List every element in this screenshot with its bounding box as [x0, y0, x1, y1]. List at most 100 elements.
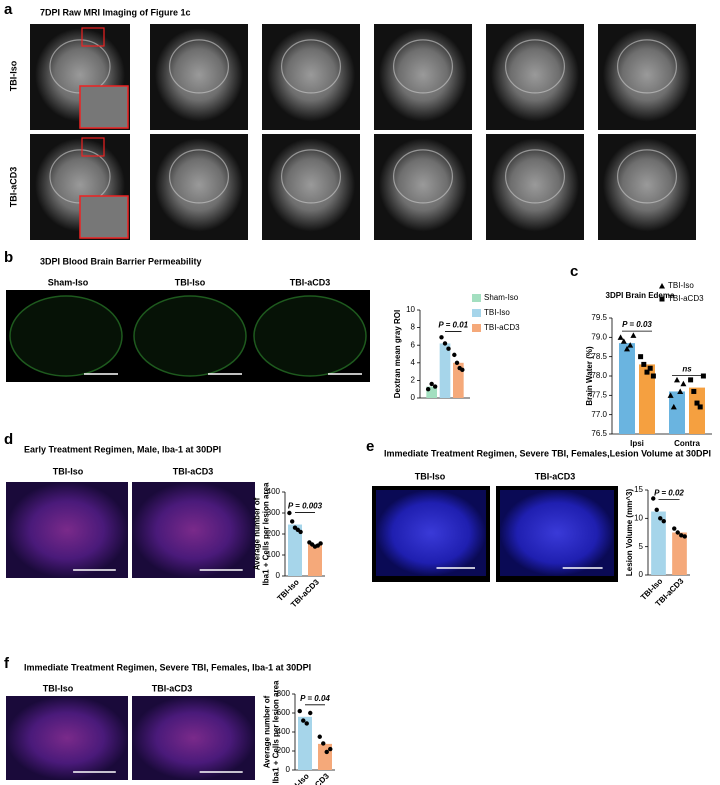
legend-label: TBI-Iso — [668, 281, 694, 290]
y-tick-label: 10 — [634, 513, 643, 522]
data-point — [442, 341, 448, 346]
brain — [266, 28, 356, 122]
inset-box — [81, 137, 105, 157]
brain — [154, 138, 244, 232]
y-tick-label: 400 — [277, 727, 291, 736]
data-point — [452, 352, 457, 358]
data-point — [624, 345, 630, 352]
panel-label: c — [570, 263, 578, 280]
bar — [308, 544, 322, 576]
data-point — [667, 392, 674, 398]
panel-label: f — [4, 655, 10, 672]
data-point — [324, 749, 329, 755]
y-axis-label: Average number of — [263, 695, 272, 768]
bar — [619, 343, 635, 434]
data-point — [328, 746, 333, 752]
bar — [639, 364, 655, 434]
image-label: TBI-Iso — [415, 471, 446, 481]
y-tick-label: 77.5 — [591, 390, 607, 399]
significance-label: P = 0.02 — [654, 489, 684, 498]
y-tick-label: 78.0 — [591, 371, 607, 380]
image-label: TBI-aCD3 — [290, 277, 331, 287]
brain-inner — [169, 149, 230, 204]
data-point — [308, 710, 313, 716]
y-axis-label: Iba1 + Cells per lesion area — [262, 482, 271, 585]
y-tick-label: 0 — [411, 393, 416, 402]
brain — [602, 138, 692, 232]
brain-inner — [393, 149, 454, 204]
bar — [651, 511, 666, 575]
brain-inner — [393, 39, 454, 94]
x-tick-label: Ipsi — [630, 439, 644, 448]
bar — [672, 532, 687, 575]
data-point — [301, 718, 306, 723]
data-point — [682, 534, 687, 539]
data-point — [680, 380, 687, 387]
brain-inner — [281, 149, 342, 204]
brain — [266, 138, 356, 232]
data-point — [439, 335, 444, 340]
microscopy-image — [132, 482, 255, 578]
bar — [689, 387, 705, 434]
y-tick-label: 6 — [411, 340, 416, 349]
microscopy-image — [6, 482, 128, 578]
significance-label: P = 0.04 — [300, 694, 330, 703]
microscopy-image — [132, 696, 255, 780]
panel-label: a — [4, 1, 13, 18]
brain-inner — [505, 39, 566, 94]
brain — [378, 28, 468, 122]
legend-swatch — [472, 294, 481, 302]
brain-inner — [616, 149, 677, 204]
image-label: TBI-aCD3 — [173, 466, 214, 476]
panel-title: Immediate Treatment Regimen, Severe TBI,… — [384, 448, 711, 458]
y-tick-label: 10 — [406, 305, 415, 314]
significance-label: P = 0.03 — [622, 320, 652, 329]
inset — [79, 195, 129, 239]
y-tick-label: 100 — [267, 550, 281, 559]
y-tick-label: 78.5 — [591, 352, 607, 361]
image-label: TBI-Iso — [53, 466, 84, 476]
brain — [490, 28, 580, 122]
y-tick-label: 200 — [277, 746, 291, 755]
microscopy-image — [500, 490, 614, 576]
legend-label: Sham-Iso — [484, 293, 519, 302]
y-axis-label: Iba1 + Cells per lesion area — [272, 680, 281, 783]
data-point — [304, 721, 309, 726]
significance-label: P = 0.003 — [288, 502, 323, 511]
data-point — [670, 403, 677, 410]
image-label: TBI-aCD3 — [152, 683, 193, 693]
legend-label: TBI-Iso — [484, 308, 510, 317]
y-tick-label: 0 — [276, 571, 281, 580]
data-point — [317, 734, 322, 739]
panel-label: e — [366, 438, 374, 455]
panel-label: b — [4, 249, 13, 266]
y-tick-label: 2 — [411, 376, 416, 385]
data-point — [446, 346, 451, 351]
y-tick-label: 0 — [286, 765, 291, 774]
y-tick-label: 79.5 — [591, 313, 607, 322]
data-point — [677, 388, 684, 394]
legend-label: TBI-aCD3 — [668, 294, 704, 303]
brain-inner — [169, 39, 230, 94]
legend-swatch — [472, 324, 481, 332]
data-point — [691, 388, 697, 394]
bar — [453, 362, 464, 398]
data-point — [658, 516, 663, 521]
data-point — [429, 381, 434, 387]
image-label: TBI-aCD3 — [535, 471, 576, 481]
y-tick-label: 76.5 — [591, 429, 607, 438]
bar — [439, 343, 451, 398]
data-point — [290, 519, 295, 524]
data-point — [674, 376, 680, 383]
data-point — [641, 361, 647, 367]
brain — [378, 138, 468, 232]
brain — [154, 28, 244, 122]
panel-label: d — [4, 431, 13, 448]
data-point — [675, 530, 680, 535]
bar — [426, 386, 437, 398]
bar — [288, 524, 302, 576]
brain — [602, 28, 692, 122]
data-point — [638, 354, 644, 360]
y-tick-label: 300 — [267, 508, 281, 517]
significance-label: P = 0.01 — [438, 321, 468, 330]
